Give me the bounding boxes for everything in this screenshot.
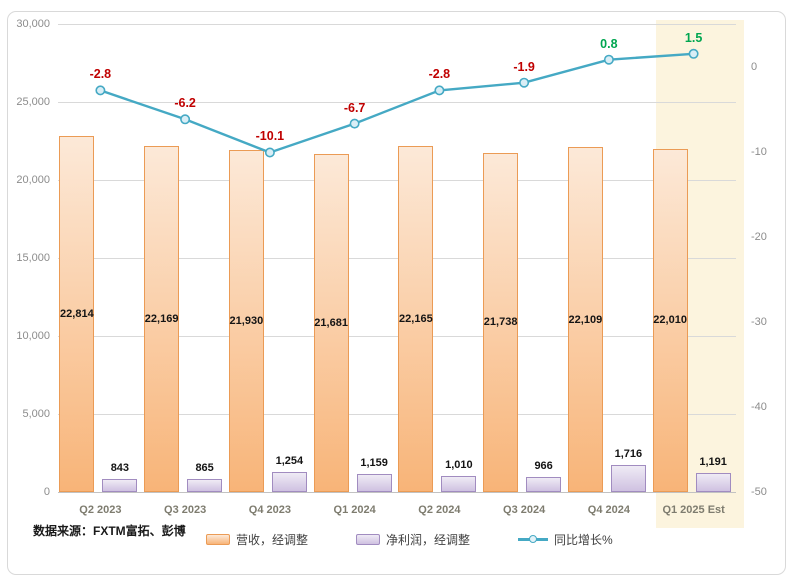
revenue-bar-label: 21,738 [483,316,518,328]
left-axis-tick-label: 25,000 [16,96,50,108]
revenue-bar[interactable] [313,153,349,492]
net-profit-bar-label: 843 [110,462,130,474]
line-marker[interactable] [264,147,275,158]
line-marker[interactable] [434,85,445,96]
line-marker-swatch-icon [518,535,549,544]
category-label[interactable]: Q1 2024 [333,504,376,516]
line-marker[interactable] [95,85,106,96]
revenue-bar[interactable] [567,147,603,492]
x-axis-line [58,492,736,493]
revenue-bar-label: 22,165 [399,313,433,325]
left-axis-tick-label: 0 [43,486,50,498]
yoy-growth-label: -6.7 [343,101,366,115]
right-axis-tick-label: -30 [751,316,767,328]
right-axis-tick-label: -10 [751,146,767,158]
legend-label-net-profit: 净利润，经调整 [386,533,471,547]
net-profit-bar-label: 966 [534,460,553,472]
revenue-swatch-icon [206,534,230,545]
left-axis-tick-label: 10,000 [16,330,50,342]
line-marker[interactable] [519,77,530,88]
legend-label-yoy-growth: 同比增长% [554,533,613,547]
source-note: 数据来源：FXTM富拓、彭博 [33,524,186,538]
right-axis-tick-label: -20 [751,231,767,243]
yoy-growth-label: -2.8 [89,67,112,81]
revenue-bar-label: 22,010 [653,314,687,326]
net-profit-bar-label: 1,010 [445,459,473,471]
left-axis-tick-label: 5,000 [22,408,50,420]
gridline [58,180,736,181]
revenue-bar[interactable] [483,152,519,492]
net-profit-bar[interactable] [610,465,646,492]
net-profit-bar[interactable] [695,473,731,492]
left-axis-tick-label: 30,000 [16,18,50,30]
net-profit-bar[interactable] [356,473,392,492]
legend-item-net-profit[interactable]: 净利润，经调整 [356,531,470,548]
revenue-bar-label: 22,814 [60,308,94,320]
yoy-growth-label: 1.5 [684,31,703,45]
revenue-bar[interactable] [652,148,688,492]
net-profit-bar-label: 865 [195,462,214,474]
left-axis-tick-label: 20,000 [16,174,50,186]
net-profit-bar[interactable] [441,476,477,492]
category-label[interactable]: Q3 2024 [503,504,546,516]
legend-label-revenue: 营收，经调整 [236,533,309,547]
net-profit-bar-label: 1,716 [614,448,643,460]
line-marker[interactable] [180,114,191,125]
yoy-growth-label: 0.8 [600,37,618,51]
net-profit-bar[interactable] [187,478,223,492]
revenue-bar-label: 21,681 [314,317,348,329]
gridline [58,414,736,415]
revenue-bar-label: 22,169 [144,313,179,325]
net-profit-bar[interactable] [526,476,562,492]
revenue-bar[interactable] [144,146,180,492]
legend: 营收，经调整 净利润，经调整 同比增长% [206,531,613,548]
revenue-bar[interactable] [59,136,95,492]
revenue-bar-label: 21,930 [229,315,264,327]
category-label[interactable]: Q4 2023 [248,504,291,516]
net-profit-bar[interactable] [271,472,307,492]
category-label[interactable]: Q2 2024 [418,504,461,516]
net-profit-bar-label: 1,159 [360,457,388,469]
gridline [58,24,736,25]
gridline [58,258,736,259]
line-marker[interactable] [603,54,614,65]
right-axis-tick-label: -50 [751,486,767,498]
right-axis-tick-label: 0 [751,61,758,73]
legend-item-revenue[interactable]: 营收，经调整 [206,531,308,548]
net-profit-bar[interactable] [102,478,138,492]
revenue-bar-label: 22,109 [568,314,603,326]
category-label[interactable]: Q4 2024 [587,504,630,516]
net-profit-swatch-icon [356,534,381,545]
right-axis-tick-label: -40 [751,401,767,413]
revenue-bar[interactable] [398,146,434,492]
left-axis-tick-label: 15,000 [16,252,50,264]
legend-item-yoy-growth[interactable]: 同比增长% [518,531,613,548]
category-label[interactable]: Q1 2025 Est [662,504,725,516]
yoy-growth-label: -2.8 [428,67,451,81]
revenue-bar[interactable] [228,149,264,492]
category-label[interactable]: Q3 2023 [164,504,207,516]
yoy-growth-label: -1.9 [513,60,535,74]
net-profit-bar-label: 1,191 [699,456,727,468]
yoy-growth-label: -6.2 [174,96,196,110]
line-marker[interactable] [349,118,360,129]
yoy-growth-label: -10.1 [255,129,285,143]
net-profit-bar-label: 1,254 [275,455,304,467]
category-label[interactable]: Q2 2023 [79,504,122,516]
gridline [58,336,736,337]
